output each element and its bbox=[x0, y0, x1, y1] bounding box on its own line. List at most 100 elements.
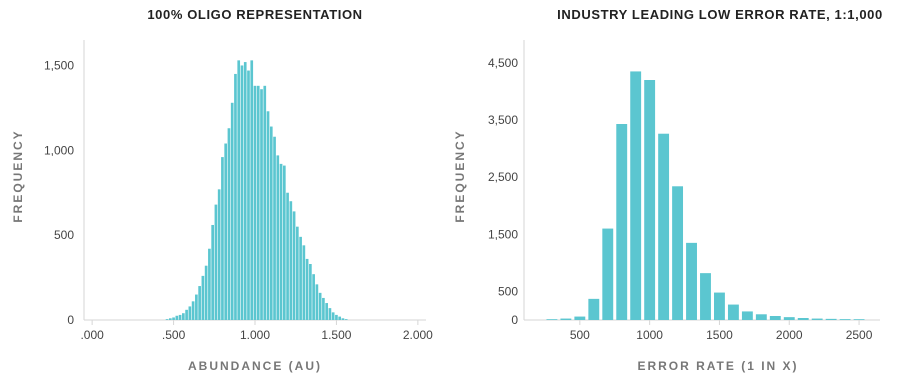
y-axis-label: FREQUENCY bbox=[453, 129, 467, 222]
error-rate-histogram: INDUSTRY LEADING LOW ERROR RATE, 1:1,000… bbox=[453, 7, 883, 373]
histogram-bar bbox=[191, 301, 195, 320]
x-tick-label: 500 bbox=[570, 328, 590, 342]
y-tick-label: 0 bbox=[67, 313, 74, 327]
histogram-bar bbox=[338, 316, 342, 320]
x-tick-label: .500 bbox=[162, 328, 186, 342]
histogram-bar bbox=[204, 265, 208, 320]
histogram-bar bbox=[198, 286, 201, 320]
histogram-bar bbox=[825, 318, 837, 320]
histogram-bar bbox=[208, 248, 211, 320]
histogram-bar bbox=[185, 309, 188, 320]
histogram-bar bbox=[312, 274, 315, 320]
histogram-bar bbox=[217, 189, 221, 320]
histogram-bar bbox=[172, 317, 175, 320]
histogram-bar bbox=[630, 71, 642, 320]
histogram-bar bbox=[253, 85, 257, 321]
histogram-bar bbox=[853, 319, 865, 320]
histogram-bar bbox=[260, 89, 263, 320]
histogram-bar bbox=[335, 314, 338, 320]
y-tick-label: 500 bbox=[54, 228, 74, 242]
x-axis-label: ERROR RATE (1 IN X) bbox=[637, 359, 798, 373]
histogram-bar bbox=[299, 236, 302, 320]
histogram-bar bbox=[286, 192, 289, 320]
histogram-bar bbox=[230, 102, 234, 321]
y-tick-label: 0 bbox=[511, 313, 518, 327]
histogram-bar bbox=[322, 297, 325, 320]
histogram-bar bbox=[328, 308, 332, 320]
histogram-bar bbox=[250, 60, 254, 320]
histogram-bar bbox=[175, 315, 179, 320]
histogram-bar bbox=[165, 319, 169, 320]
histogram-bar bbox=[221, 157, 224, 320]
x-tick-label: 1500 bbox=[706, 328, 733, 342]
x-tick-label: .000 bbox=[80, 328, 104, 342]
x-tick-label: 2500 bbox=[846, 328, 873, 342]
histogram-bar bbox=[182, 313, 185, 320]
histogram-bar bbox=[240, 65, 244, 320]
histogram-bar bbox=[309, 264, 312, 320]
x-axis-label: ABUNDANCE (AU) bbox=[188, 359, 322, 373]
histogram-bar bbox=[247, 70, 250, 320]
histogram-bar bbox=[602, 228, 614, 320]
histogram-bar bbox=[741, 311, 753, 320]
histogram-bar bbox=[811, 318, 823, 320]
chart-title: 100% OLIGO REPRESENTATION bbox=[147, 7, 362, 22]
histogram-bar bbox=[797, 318, 809, 320]
histogram-bar bbox=[224, 143, 228, 320]
histogram-bar bbox=[546, 319, 558, 320]
histogram-bar bbox=[282, 165, 286, 320]
histogram-bar bbox=[839, 319, 851, 320]
histogram-bar bbox=[289, 201, 293, 320]
y-tick-label: 4,500 bbox=[488, 56, 518, 70]
histogram-bar bbox=[269, 126, 273, 320]
histogram-bar bbox=[273, 136, 276, 320]
histogram-bar bbox=[344, 319, 348, 320]
x-tick-label: 2.000 bbox=[403, 328, 433, 342]
histogram-bar bbox=[574, 316, 586, 320]
x-tick-label: 2000 bbox=[776, 328, 803, 342]
histogram-bar bbox=[276, 155, 280, 320]
chart-title: INDUSTRY LEADING LOW ERROR RATE, 1:1,000 bbox=[557, 7, 883, 22]
histogram-bar bbox=[341, 318, 345, 320]
histogram-bar bbox=[331, 312, 335, 320]
histogram-bar bbox=[560, 318, 572, 320]
histogram-bar bbox=[769, 316, 781, 320]
y-tick-label: 1,500 bbox=[488, 227, 518, 241]
histogram-bar bbox=[302, 245, 306, 320]
x-tick-label: 1000 bbox=[636, 328, 663, 342]
histogram-bar bbox=[325, 303, 328, 320]
histogram-bar bbox=[658, 133, 670, 320]
y-tick-label: 1,500 bbox=[44, 58, 74, 72]
histogram-bar bbox=[266, 111, 270, 320]
histogram-bar bbox=[315, 284, 319, 320]
histogram-bar bbox=[727, 304, 739, 320]
histogram-bar bbox=[214, 204, 218, 320]
histogram-bar bbox=[296, 226, 299, 320]
histogram-bar bbox=[700, 273, 711, 320]
histogram-bar bbox=[178, 314, 182, 320]
y-tick-label: 1,000 bbox=[44, 143, 74, 157]
histogram-bar bbox=[292, 211, 296, 320]
histogram-bar bbox=[256, 85, 260, 321]
histogram-bar bbox=[686, 242, 697, 320]
histogram-bar bbox=[588, 298, 600, 320]
x-tick-label: 1.500 bbox=[321, 328, 351, 342]
histogram-bar bbox=[243, 62, 247, 320]
histogram-bar bbox=[227, 128, 231, 320]
histogram-bar bbox=[188, 306, 192, 320]
y-tick-label: 3,500 bbox=[488, 113, 518, 127]
y-tick-label: 500 bbox=[498, 284, 518, 298]
histogram-bar bbox=[755, 314, 767, 320]
y-tick-label: 2,500 bbox=[488, 170, 518, 184]
x-tick-label: 1.000 bbox=[240, 328, 270, 342]
histogram-bar bbox=[201, 275, 205, 320]
histogram-bar bbox=[305, 258, 309, 320]
histogram-bar bbox=[234, 73, 237, 320]
histogram-bar bbox=[263, 85, 267, 321]
y-axis-label: FREQUENCY bbox=[11, 129, 25, 222]
histogram-bar bbox=[616, 124, 628, 320]
histogram-bar bbox=[644, 80, 656, 320]
histogram-bar bbox=[714, 292, 725, 320]
histogram-bar bbox=[279, 163, 283, 320]
